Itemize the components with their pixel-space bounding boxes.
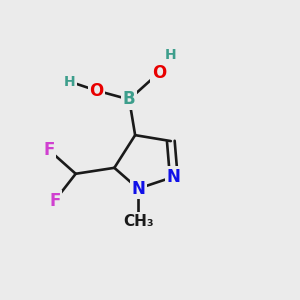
Text: CH₃: CH₃ bbox=[123, 214, 153, 229]
Text: N: N bbox=[131, 180, 145, 198]
Text: B: B bbox=[123, 91, 136, 109]
Text: F: F bbox=[49, 191, 61, 209]
Text: F: F bbox=[43, 141, 55, 159]
Text: O: O bbox=[152, 64, 166, 82]
Text: N: N bbox=[167, 168, 181, 186]
Text: H: H bbox=[165, 48, 177, 62]
Text: H: H bbox=[64, 75, 76, 88]
Text: O: O bbox=[89, 82, 103, 100]
